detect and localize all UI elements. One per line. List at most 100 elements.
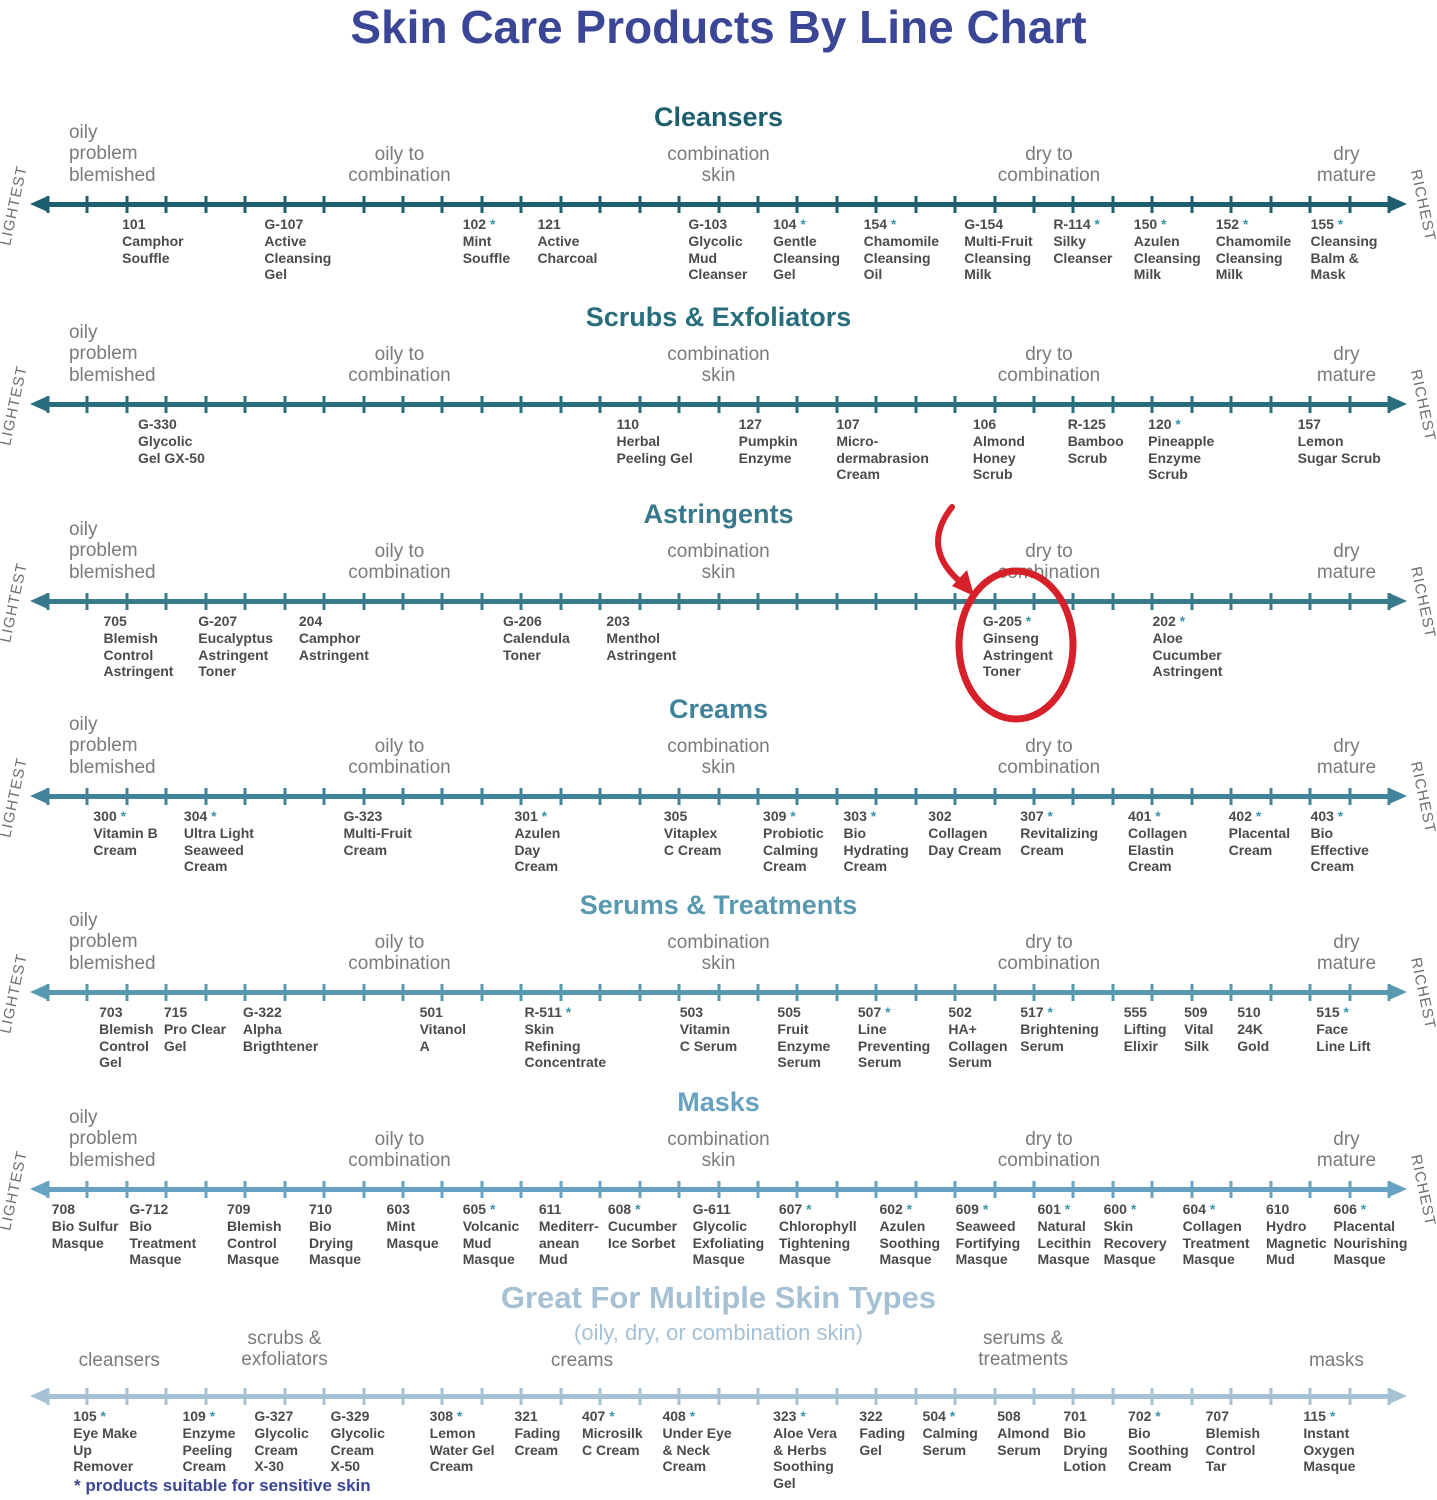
product-entry: G-206 Calendula Toner xyxy=(503,613,570,663)
product-code: G-322 xyxy=(242,1004,282,1020)
product-entry: 300 * Vitamin B Cream xyxy=(93,808,157,858)
product-name-line: X-50 xyxy=(330,1458,361,1475)
product-name-line: Cream xyxy=(1128,1458,1172,1475)
axis-tick xyxy=(1032,1388,1036,1405)
product-name-line: Bamboo xyxy=(1067,432,1124,449)
product-name-line: Gel xyxy=(99,1054,122,1071)
product-name-line: Azulen xyxy=(879,1217,926,1234)
product-name-line: Skin xyxy=(1103,1217,1134,1234)
product-name-line: Line Lift xyxy=(1316,1037,1371,1054)
product-name-line: Vitaplex xyxy=(663,824,718,841)
axis-tick xyxy=(85,788,89,805)
axis-tick xyxy=(756,396,760,413)
axis-tick xyxy=(1111,196,1115,213)
product-name-line: HA+ xyxy=(948,1020,977,1037)
axis-tick xyxy=(953,1181,957,1198)
product-name-line: Milk xyxy=(1133,266,1162,283)
product-name-line: Souffle xyxy=(122,249,170,266)
product-name-line: Blemish xyxy=(99,1020,154,1037)
axis-tick xyxy=(677,396,681,413)
skin-type-label: oily to combination xyxy=(348,344,451,387)
axis-tick xyxy=(993,196,997,213)
sensitive-skin-star: * xyxy=(1171,416,1181,432)
product-entry: 322 Fading Gel xyxy=(859,1408,905,1458)
product-name-line: Hydrating xyxy=(843,841,909,858)
axis-tick xyxy=(677,196,681,213)
axis-ticks xyxy=(46,591,1391,613)
product-code: 304 * xyxy=(183,808,217,824)
product-name-line: Cream xyxy=(183,858,228,875)
product-entry: 508 Almond Serum xyxy=(997,1408,1049,1458)
axis-arrow-right-icon xyxy=(1389,593,1407,609)
product-code: 709 xyxy=(227,1201,251,1217)
product-name-line: Serum xyxy=(857,1054,902,1071)
product-name-line: Cream xyxy=(429,1458,474,1475)
product-code: 308 * xyxy=(429,1408,463,1424)
skin-type-label: combination skin xyxy=(667,541,770,584)
product-entry: 600 * Skin Recovery Masque xyxy=(1104,1201,1167,1268)
product-name-line: Ginseng xyxy=(982,629,1039,646)
product-entry: 303 * Bio Hydrating Cream xyxy=(844,808,909,875)
axis-tick xyxy=(993,593,997,610)
product-entry: 507 * Line Preventing Serum xyxy=(858,1004,930,1071)
axis-tick xyxy=(717,196,720,213)
axis-tick xyxy=(480,1388,484,1405)
axis-tick xyxy=(480,196,484,213)
product-name-line: Masque xyxy=(1333,1251,1386,1268)
axis-tick xyxy=(480,984,484,1001)
skin-type-label: dry to combination xyxy=(997,1129,1101,1172)
product-name-line: Cucumber xyxy=(1152,646,1222,663)
axis-tick xyxy=(914,396,918,413)
axis-tick xyxy=(835,984,839,1001)
product-name-line: Toner xyxy=(502,646,541,663)
axis-tick xyxy=(164,1181,168,1198)
lightest-label: LIGHTEST xyxy=(0,951,31,1036)
product-name-line: Azulen xyxy=(1133,232,1180,249)
product-code: 505 xyxy=(777,1004,801,1020)
product-name-line: Masque xyxy=(1037,1251,1090,1268)
product-name-line: Alpha xyxy=(242,1020,282,1037)
axis-tick xyxy=(1229,593,1233,610)
product-entry: 702 * Bio Soothing Cream xyxy=(1128,1408,1189,1475)
category-label: creams xyxy=(550,1350,614,1371)
product-entry: 155 * Cleansing Balm & Mask xyxy=(1311,216,1378,283)
product-name-line: Masque xyxy=(955,1251,1008,1268)
axis-tick xyxy=(756,788,760,805)
axis-tick xyxy=(717,1181,720,1198)
sensitive-skin-star: * xyxy=(561,1004,572,1020)
product-entry: 403 * Bio Effective Cream xyxy=(1311,808,1369,875)
sensitive-skin-star: * xyxy=(796,216,806,232)
product-name-line: Cream xyxy=(93,841,137,858)
product-entry: R-511 * Skin Refining Concentrate xyxy=(525,1004,607,1071)
axis-tick xyxy=(1387,593,1391,610)
product-name-line: Cream xyxy=(514,858,559,875)
product-entry: G-611 Glycolic Exfoliating Masque xyxy=(693,1201,765,1268)
axis-tick xyxy=(1308,788,1312,805)
product-name-line: Enzyme xyxy=(738,449,792,466)
product-entry: G-329 Glycolic Cream X-50 xyxy=(331,1408,385,1475)
product-entry: 501 Vitanol A xyxy=(420,1004,466,1054)
axis-tick xyxy=(598,396,602,413)
axis-tick xyxy=(440,196,444,213)
product-name-line: Astringent xyxy=(198,646,269,663)
product-entry: 555 Lifting Elixir xyxy=(1124,1004,1167,1054)
axis-tick xyxy=(519,788,523,805)
product-name-line: Calendula xyxy=(502,629,570,646)
lightest-label: LIGHTEST xyxy=(0,755,31,840)
axis-tick xyxy=(125,984,129,1001)
axis-tick xyxy=(559,396,563,413)
axis-tick xyxy=(401,788,405,805)
axis-tick xyxy=(559,1388,563,1405)
axis-tick xyxy=(164,984,168,1001)
product-name-line: Concentrate xyxy=(524,1054,607,1071)
product-code: G-327 xyxy=(254,1408,294,1424)
product-entry: 505 Fruit Enzyme Serum xyxy=(777,1004,830,1071)
axis-tick xyxy=(1111,1388,1115,1405)
richest-label: RICHEST xyxy=(1407,565,1437,640)
product-name-line: Toner xyxy=(198,663,237,680)
axis-tick xyxy=(914,593,918,610)
product-name-line: Peeling xyxy=(182,1441,233,1458)
product-name-line: Seaweed xyxy=(183,841,244,858)
product-name-line: Cream xyxy=(514,1441,559,1458)
sensitive-skin-star: * xyxy=(1021,613,1032,629)
